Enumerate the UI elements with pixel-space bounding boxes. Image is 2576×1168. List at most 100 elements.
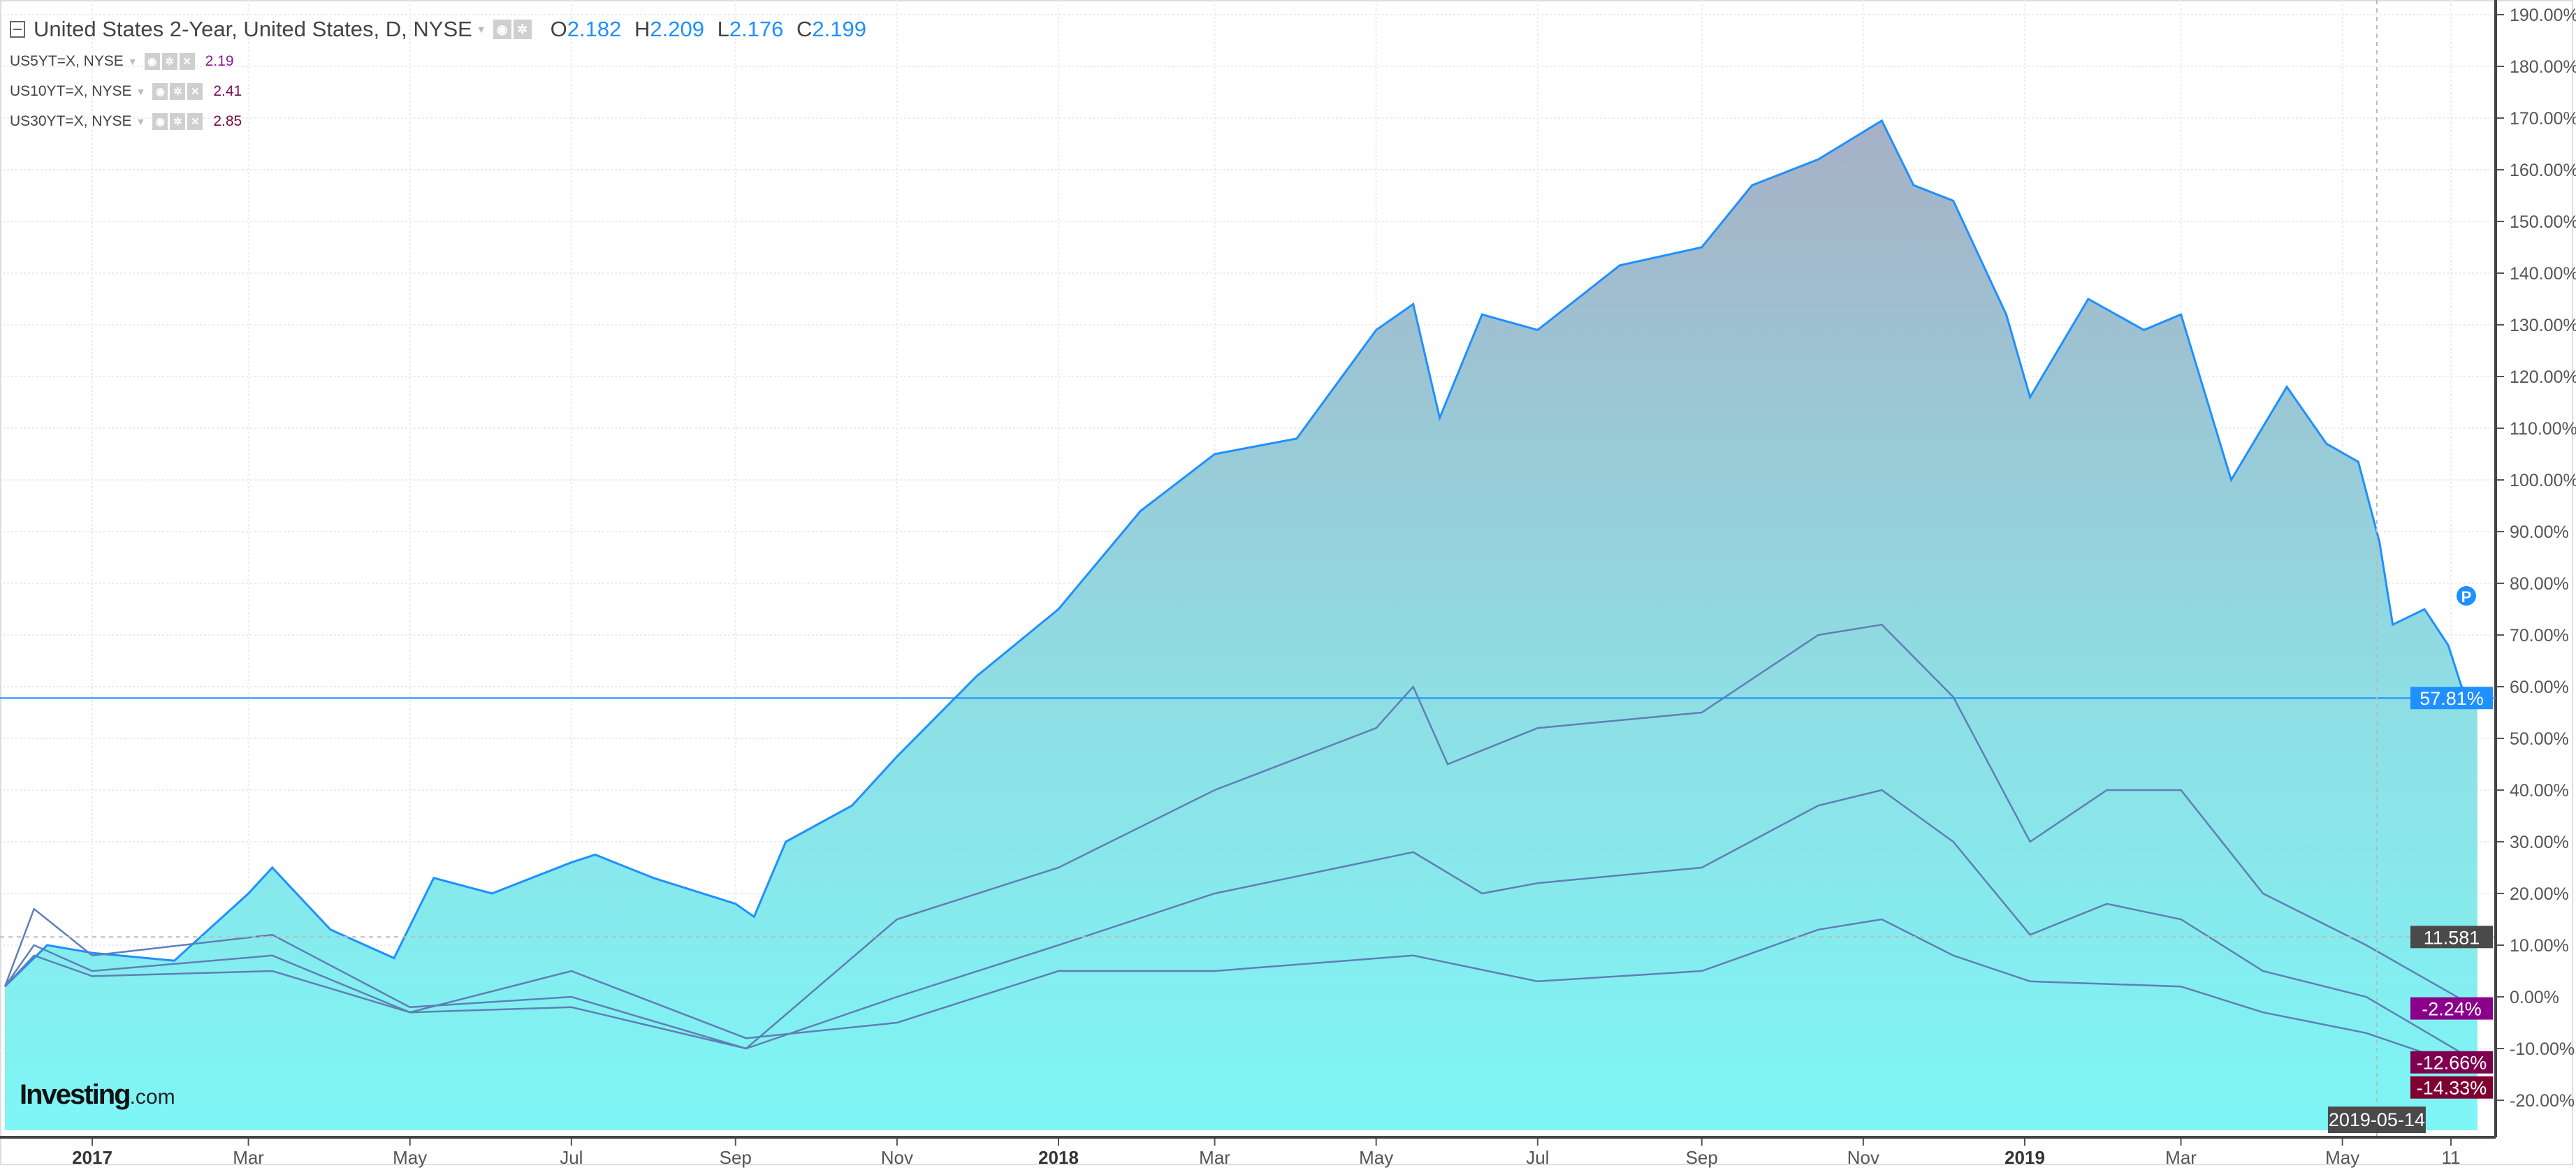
legend: United States 2-Year, United States, D, … [10, 13, 866, 136]
close-icon[interactable]: ✕ [187, 82, 203, 100]
compare-series-name[interactable]: US30YT=X, NYSE [10, 112, 132, 129]
series-line-us30ytx[interactable] [4, 918, 2478, 1072]
y-tick-label: -20.00% [2510, 1091, 2575, 1111]
y-tick-label: 160.00% [2510, 161, 2576, 180]
y-tick-label: 80.00% [2510, 574, 2569, 594]
crosshair-value-label-bg [2410, 926, 2493, 949]
close-icon[interactable]: ✕ [179, 52, 195, 70]
overlays: 57.81% 11.581 -2.24% -12.66% -14.33% 2019-05-… [0, 0, 2496, 1137]
y-tick-label: -10.00% [2510, 1039, 2575, 1059]
x-tick-label: Mar [2165, 1147, 2197, 1168]
compare-series-legend: US30YT=X, NYSE ▼ ◉ ✲ ✕ 2.85 [10, 106, 866, 136]
gear-icon[interactable]: ✲ [170, 82, 186, 100]
area-fill-2y [4, 120, 2477, 1131]
x-tick-label: 2017 [72, 1147, 112, 1168]
high-label: H [634, 17, 650, 41]
x-tick-label: May [393, 1147, 427, 1168]
x-tick-label: May [2325, 1147, 2359, 1168]
last-value-label: -12.66% [2417, 1053, 2487, 1074]
y-tick-label: 150.00% [2510, 212, 2576, 232]
x-tick-label: Jul [560, 1147, 583, 1168]
last-value-label-2y-bg [2410, 687, 2493, 710]
x-tick-label: 11 [2442, 1147, 2461, 1168]
low-label: L [717, 17, 729, 41]
visibility-icon[interactable]: ◉ [152, 82, 168, 100]
main-series-legend: United States 2-Year, United States, D, … [10, 13, 866, 46]
p-marker-icon[interactable] [2457, 586, 2476, 606]
last-value-label: -14.33% [2417, 1078, 2487, 1099]
y-tick-label: 180.00% [2510, 57, 2576, 77]
x-tick-label: May [1359, 1147, 1393, 1168]
x-tick-label: Nov [881, 1147, 913, 1168]
y-tick-label: 130.00% [2510, 316, 2576, 335]
y-tick-label: 100.00% [2510, 471, 2576, 490]
low-value: 2.176 [729, 17, 784, 41]
y-tick-label: 50.00% [2510, 729, 2569, 749]
last-value-label-bg [2410, 997, 2493, 1020]
last-value-label: -2.24% [2422, 999, 2482, 1020]
compare-series-value: 2.85 [213, 112, 242, 129]
close-label: C [796, 17, 813, 41]
investing-logo: Investing.com [20, 1079, 175, 1111]
gear-icon[interactable]: ✲ [170, 112, 186, 130]
x-tick-label: Mar [233, 1147, 264, 1168]
open-value: 2.182 [567, 17, 622, 41]
compare-series-name[interactable]: US10YT=X, NYSE [10, 82, 132, 99]
y-tick-label: 30.00% [2510, 833, 2569, 852]
logo-suffix: .com [129, 1086, 175, 1109]
high-value: 2.209 [650, 17, 704, 41]
ohlc-values: O2.182 H2.209 L2.176 C2.199 [544, 17, 866, 42]
gear-icon[interactable]: ✲ [513, 20, 532, 39]
last-value-label-bg [2410, 1076, 2493, 1099]
last-value-label-2y: 57.81% [2419, 688, 2484, 709]
compare-series-name[interactable]: US5YT=X, NYSE [10, 52, 124, 69]
visibility-icon[interactable]: ◉ [152, 112, 168, 130]
y-tick-label: 40.00% [2510, 781, 2569, 801]
crosshair-date-label: 2019-05-14 [2329, 1109, 2425, 1130]
p-marker-glyph: P [2461, 588, 2472, 606]
dropdown-caret-icon[interactable]: ▼ [136, 85, 146, 97]
series-layer [3, 119, 2478, 1131]
x-tick-label: Sep [720, 1147, 752, 1168]
main-series-title[interactable]: United States 2-Year, United States, D, … [34, 17, 472, 41]
y-tick-label: 190.00% [2510, 6, 2576, 25]
y-tick-label: 0.00% [2510, 988, 2559, 1007]
x-tick-label: Sep [1686, 1147, 1718, 1168]
y-tick-label: 110.00% [2510, 419, 2576, 439]
y-tick-label: 90.00% [2510, 523, 2569, 542]
y-tick-label: 120.00% [2510, 367, 2576, 387]
series-line-2y[interactable] [3, 119, 2478, 988]
compare-series-value: 2.19 [205, 52, 234, 69]
y-tick-label: 170.00% [2510, 109, 2576, 129]
y-tick-label: 10.00% [2510, 936, 2569, 956]
y-tick-label: 70.00% [2510, 626, 2569, 645]
x-tick-label: Jul [1526, 1147, 1549, 1168]
compare-series-legend: US10YT=X, NYSE ▼ ◉ ✲ ✕ 2.41 [10, 76, 866, 106]
series-line-us5ytx[interactable] [3, 623, 2478, 1050]
dropdown-caret-icon[interactable]: ▼ [476, 24, 486, 35]
visibility-icon[interactable]: ◉ [144, 52, 160, 70]
close-icon[interactable]: ✕ [187, 112, 203, 130]
y-tick-label: 60.00% [2510, 678, 2569, 697]
last-value-label-bg [2410, 1051, 2493, 1074]
collapse-icon[interactable] [10, 21, 25, 38]
series-line-us10ytx[interactable] [3, 789, 2478, 1063]
crosshair-date-label-bg [2327, 1107, 2426, 1133]
dropdown-caret-icon[interactable]: ▼ [136, 115, 146, 127]
open-label: O [550, 17, 567, 41]
dropdown-caret-icon[interactable]: ▼ [127, 55, 138, 67]
y-tick-label: 140.00% [2510, 264, 2576, 284]
visibility-icon[interactable]: ◉ [493, 20, 511, 39]
gear-icon[interactable]: ✲ [161, 52, 177, 70]
compare-series-value: 2.41 [213, 82, 242, 99]
x-tick-label: 2018 [1038, 1147, 1079, 1168]
x-tick-label: Mar [1199, 1147, 1230, 1168]
close-value: 2.199 [812, 17, 866, 41]
x-tick-label: 2019 [2004, 1147, 2045, 1168]
logo-text: Investing [20, 1079, 131, 1110]
compare-series-legend: US5YT=X, NYSE ▼ ◉ ✲ ✕ 2.19 [10, 46, 866, 76]
x-tick-label: Nov [1847, 1147, 1879, 1168]
